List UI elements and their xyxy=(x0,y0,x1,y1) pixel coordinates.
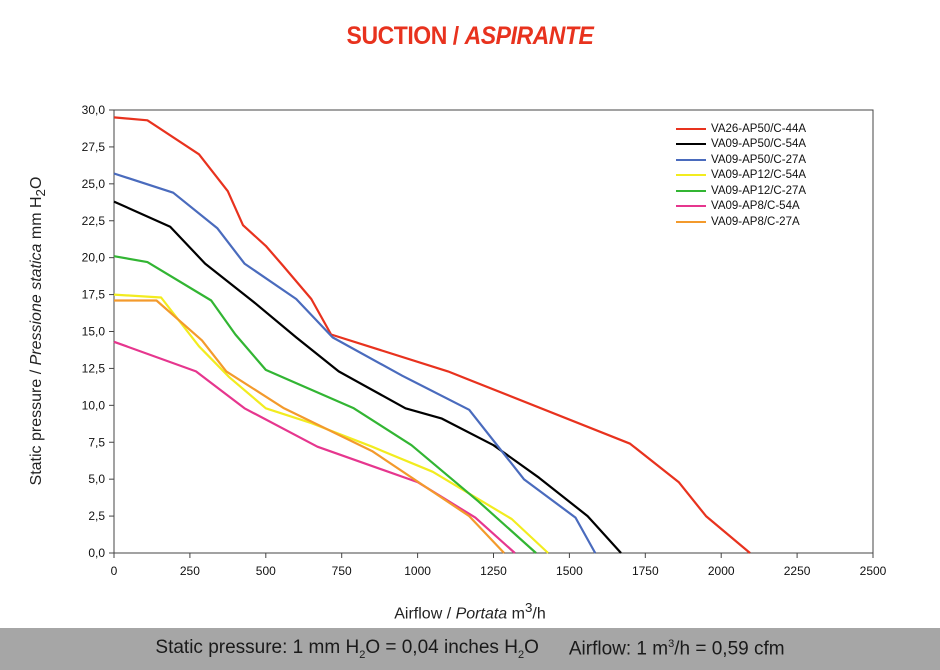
legend-item: VA26-AP50/C-44A xyxy=(676,121,806,137)
y-axis-label: Static pressure / Pressione statica mm H… xyxy=(28,176,49,486)
pressure-conversion-note: Static pressure: 1 mm H2O = 0,04 inches … xyxy=(155,637,539,661)
legend-swatch xyxy=(676,189,706,192)
legend-label: VA09-AP50/C-27A xyxy=(711,153,807,166)
x-tick-label: 1000 xyxy=(404,564,431,578)
legend-item: VA09-AP8/C-54A xyxy=(676,199,806,215)
series-line-6 xyxy=(113,340,516,554)
y-tick-label: 27,5 xyxy=(82,140,106,154)
y-tick-label: 2,5 xyxy=(88,509,105,523)
legend-label: VA09-AP8/C-27A xyxy=(711,215,800,228)
x-tick-label: 1750 xyxy=(632,564,659,578)
series-line-3 xyxy=(113,172,597,554)
legend-swatch xyxy=(676,158,706,161)
series-line-5 xyxy=(113,255,537,554)
legend-label: VA09-AP50/C-54A xyxy=(711,138,807,151)
x-axis-label: Airflow / Portata m3/h xyxy=(394,600,546,623)
series-line-1 xyxy=(113,116,751,554)
x-tick-label: 2250 xyxy=(784,564,811,578)
x-tick-label: 2000 xyxy=(708,564,735,578)
y-tick-label: 22,5 xyxy=(82,214,106,228)
legend-label: VA09-AP8/C-54A xyxy=(711,200,800,213)
legend-label: VA09-AP12/C-27A xyxy=(711,184,807,197)
chart-plot: 0,0 2,5 5,0 7,5 10,0 12,5 15,0 17,5 20,0 22,5 25,0… xyxy=(82,103,887,578)
legend-item: VA09-AP12/C-27A xyxy=(676,183,806,199)
series-line-2 xyxy=(113,200,622,554)
y-tick-label: 17,5 xyxy=(82,288,106,302)
y-tick-label: 5,0 xyxy=(88,472,105,486)
footer-conversion-bar: Static pressure: 1 mm H2O = 0,04 inches … xyxy=(0,628,940,670)
y-tick-label: 10,0 xyxy=(82,398,106,412)
legend-swatch xyxy=(676,205,706,208)
legend-swatch xyxy=(676,127,706,130)
x-tick-label: 0 xyxy=(111,564,118,578)
y-tick-label: 7,5 xyxy=(88,435,105,449)
x-tick-label: 250 xyxy=(180,564,200,578)
x-tick-label: 750 xyxy=(332,564,352,578)
y-tick-label: 20,0 xyxy=(82,251,106,265)
series-line-7 xyxy=(114,299,505,554)
legend-swatch xyxy=(676,220,706,223)
chart-legend: VA26-AP50/C-44A VA09-AP50/C-54A VA09-AP50/… xyxy=(676,121,806,230)
legend-label: VA09-AP12/C-54A xyxy=(711,169,807,182)
x-tick-label: 500 xyxy=(256,564,276,578)
legend-item: VA09-AP50/C-54A xyxy=(676,137,806,153)
x-tick-label: 2500 xyxy=(860,564,887,578)
legend-swatch xyxy=(676,143,706,146)
airflow-conversion-note: Airflow: 1 m3/h = 0,59 cfm xyxy=(568,637,785,660)
y-tick-label: 15,0 xyxy=(82,325,106,339)
chart-title: SUCTION / ASPIRANTE xyxy=(346,22,594,50)
legend-swatch xyxy=(676,174,706,177)
y-tick-label: 0,0 xyxy=(88,546,105,560)
x-tick-label: 1250 xyxy=(480,564,507,578)
y-tick-label: 25,0 xyxy=(82,177,106,191)
y-tick-label: 12,5 xyxy=(82,361,106,375)
legend-item: VA09-AP8/C-27A xyxy=(676,214,806,230)
legend-item: VA09-AP12/C-54A xyxy=(676,168,806,184)
x-tick-label: 1500 xyxy=(556,564,583,578)
legend-item: VA09-AP50/C-27A xyxy=(676,152,806,168)
legend-label: VA26-AP50/C-44A xyxy=(711,122,807,135)
y-tick-label: 30,0 xyxy=(82,103,106,117)
